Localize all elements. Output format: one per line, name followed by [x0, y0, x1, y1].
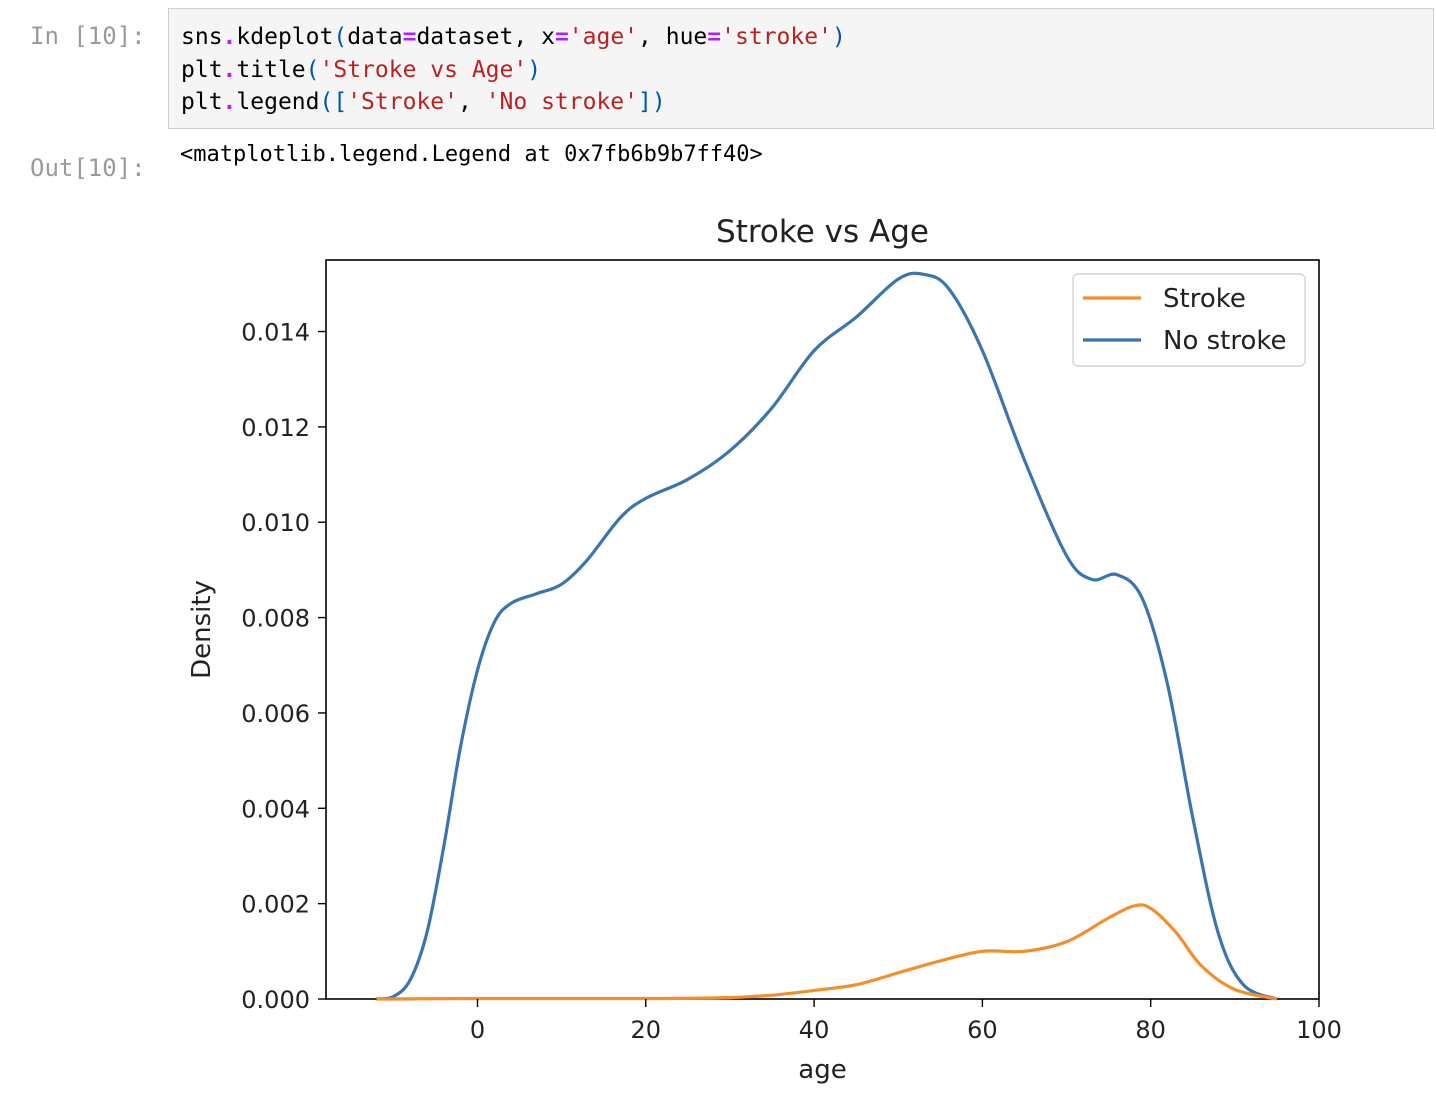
code-line: plt.legend(['Stroke', 'No stroke'])	[181, 86, 1421, 119]
legend-label: No stroke	[1163, 326, 1287, 356]
code-token: plt	[181, 89, 223, 115]
y-tick-label: 0.006	[241, 700, 310, 728]
code-token: =	[554, 24, 569, 50]
code-token: ([	[319, 89, 348, 115]
code-token: .	[222, 56, 237, 83]
code-cell[interactable]: sns.kdeplot(data=dataset, x='age', hue='…	[168, 8, 1434, 129]
code-token: 'Stroke vs Age'	[319, 56, 528, 83]
x-tick-label: 60	[967, 1016, 998, 1044]
code-token: legend	[236, 89, 320, 115]
x-tick-label: 100	[1296, 1016, 1342, 1044]
series-line-stroke	[376, 903, 1278, 1001]
y-tick-label: 0.010	[241, 509, 310, 537]
series-line-no-stroke	[376, 271, 1278, 1001]
code-token: 'No stroke'	[485, 89, 639, 115]
y-tick-label: 0.002	[241, 891, 310, 919]
code-token: 'stroke'	[721, 24, 832, 50]
code-token: title	[236, 56, 306, 83]
code-token: 'age'	[568, 24, 639, 50]
x-axis-label: age	[798, 1055, 846, 1085]
code-token: dataset	[416, 24, 514, 50]
code-token: , x	[513, 24, 555, 50]
code-token: 'Stroke'	[347, 89, 458, 115]
code-token: )	[527, 56, 542, 83]
code-token: ,	[457, 89, 486, 115]
code-token: ])	[638, 89, 666, 115]
y-tick-label: 0.012	[241, 414, 310, 442]
code-token: =	[402, 24, 417, 50]
y-tick-label: 0.008	[241, 605, 310, 633]
x-tick-label: 0	[470, 1016, 485, 1044]
code-line: plt.title('Stroke vs Age')	[181, 54, 1421, 87]
code-token: .	[222, 89, 237, 115]
y-tick-label: 0.004	[241, 795, 310, 823]
x-ticks: 0 20 40 60 80 100	[470, 999, 1342, 1044]
x-tick-label: 80	[1135, 1016, 1166, 1044]
input-prompt: In [10]:	[30, 22, 146, 50]
code-token: plt	[181, 56, 223, 83]
code-token: )	[831, 24, 846, 50]
code-token: =	[707, 24, 722, 50]
legend-label: Stroke	[1163, 284, 1246, 314]
code-token: (	[305, 56, 320, 83]
code-token: (	[333, 24, 348, 50]
series-layer	[376, 271, 1278, 1001]
code-token: data	[347, 24, 403, 50]
code-token: .	[222, 24, 237, 50]
code-token: kdeplot	[236, 24, 334, 50]
chart-title: Stroke vs Age	[716, 214, 929, 250]
y-axis-label: Density	[187, 580, 217, 679]
output-text: <matplotlib.legend.Legend at 0x7fb6b9b7f…	[180, 142, 763, 167]
output-prompt: Out[10]:	[30, 154, 146, 182]
legend: Stroke No stroke	[1072, 273, 1306, 367]
y-ticks: 0.000 0.002 0.004 0.006 0.008 0.010 0.012 0.014	[241, 319, 326, 1014]
code-line: sns.kdeplot(data=dataset, x='age', hue='…	[181, 21, 1421, 54]
y-tick-label: 0.000	[241, 986, 310, 1014]
code-token: sns	[181, 24, 223, 50]
x-tick-label: 40	[799, 1016, 830, 1044]
plot-frame	[325, 259, 1320, 1000]
x-tick-label: 20	[631, 1016, 662, 1044]
code-token: , hue	[638, 24, 708, 50]
y-tick-label: 0.014	[241, 319, 310, 347]
